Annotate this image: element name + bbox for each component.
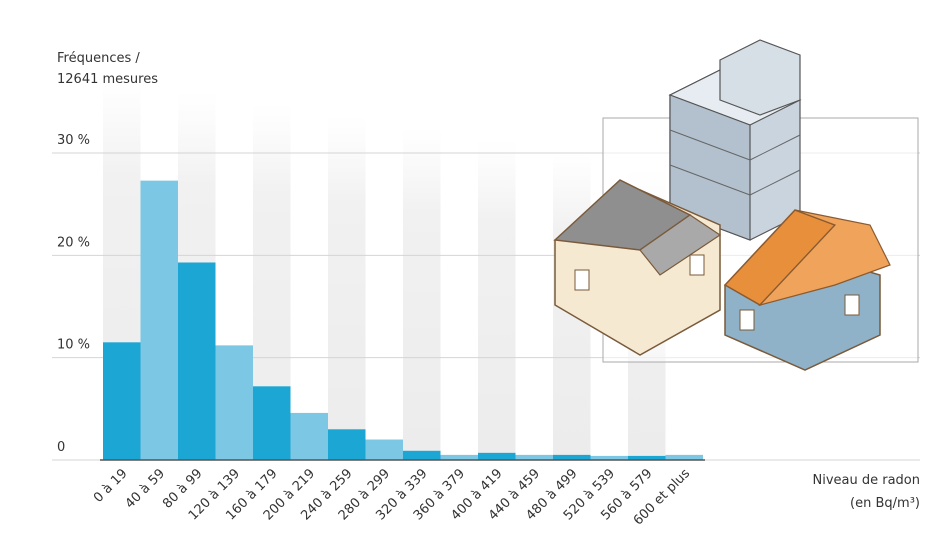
bar xyxy=(328,429,366,460)
bar xyxy=(590,455,628,460)
bar xyxy=(290,412,328,460)
y-tick-label: 30 % xyxy=(57,133,90,148)
bar xyxy=(665,454,703,460)
y-axis-label: Fréquences / xyxy=(57,51,140,66)
bar xyxy=(515,454,553,460)
x-tick-label: 40 à 59 xyxy=(123,466,168,511)
column-stripe xyxy=(328,116,366,460)
bar xyxy=(440,454,478,460)
bar xyxy=(140,180,178,460)
column-stripe xyxy=(403,128,441,460)
bar xyxy=(178,262,216,460)
bar xyxy=(103,342,141,460)
bar xyxy=(628,455,666,460)
bar xyxy=(215,345,253,460)
bar xyxy=(478,452,516,460)
bar xyxy=(253,386,291,460)
y-tick-label: 20 % xyxy=(57,235,90,250)
x-axis-label: Niveau de radon xyxy=(812,473,920,488)
bar xyxy=(403,450,441,460)
x-axis-label: (en Bq/m³) xyxy=(850,496,920,511)
bar xyxy=(365,439,403,460)
illustration xyxy=(553,39,919,371)
y-tick-label: 0 xyxy=(57,440,65,455)
column-stripe xyxy=(478,140,516,460)
y-axis-label: 12641 mesures xyxy=(57,72,158,87)
y-tick-label: 10 % xyxy=(57,338,90,353)
bar xyxy=(553,454,591,460)
